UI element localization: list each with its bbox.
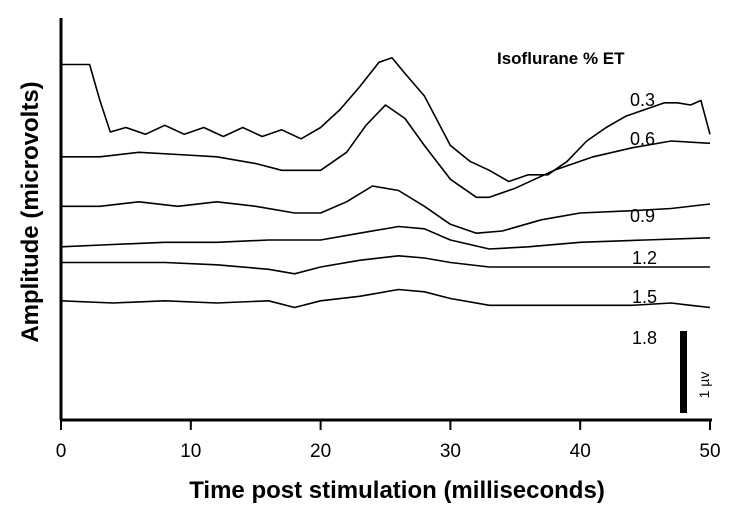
series-labels: 0.3 0.6 0.9 1.2 1.5 1.8 bbox=[630, 90, 657, 348]
series-line-1.8 bbox=[60, 288, 711, 309]
series-label-1.2: 1.2 bbox=[632, 248, 657, 268]
y-axis-title: Amplitude (microvolts) bbox=[17, 81, 44, 342]
scale-bar: 1 µv bbox=[680, 331, 712, 413]
scale-bar-label: 1 µv bbox=[696, 372, 712, 399]
x-tick-label: 20 bbox=[310, 441, 331, 462]
series-label-1.5: 1.5 bbox=[632, 287, 657, 307]
axes: 0 10 20 30 40 50 bbox=[56, 18, 721, 462]
series-line-0.9 bbox=[61, 185, 711, 234]
series-line-0.6 bbox=[61, 104, 711, 199]
series-label-0.9: 0.9 bbox=[630, 206, 655, 226]
scale-bar-line bbox=[680, 331, 687, 413]
traces bbox=[60, 56, 711, 309]
series-line-0.3 bbox=[61, 56, 711, 183]
series-line-1.2 bbox=[60, 225, 711, 250]
series-label-0.3: 0.3 bbox=[630, 90, 655, 110]
x-tick-label: 30 bbox=[440, 441, 461, 462]
legend-title: Isoflurane % ET bbox=[497, 49, 625, 68]
x-axis-title: Time post stimulation (milliseconds) bbox=[189, 477, 605, 504]
x-tick-label: 0 bbox=[56, 441, 67, 462]
x-tick-label: 10 bbox=[180, 441, 201, 462]
x-tick-label: 50 bbox=[699, 441, 720, 462]
x-tick-label: 40 bbox=[570, 441, 591, 462]
series-line-1.5 bbox=[61, 255, 710, 275]
series-label-1.8: 1.8 bbox=[632, 328, 657, 348]
series-label-0.6: 0.6 bbox=[630, 129, 655, 149]
